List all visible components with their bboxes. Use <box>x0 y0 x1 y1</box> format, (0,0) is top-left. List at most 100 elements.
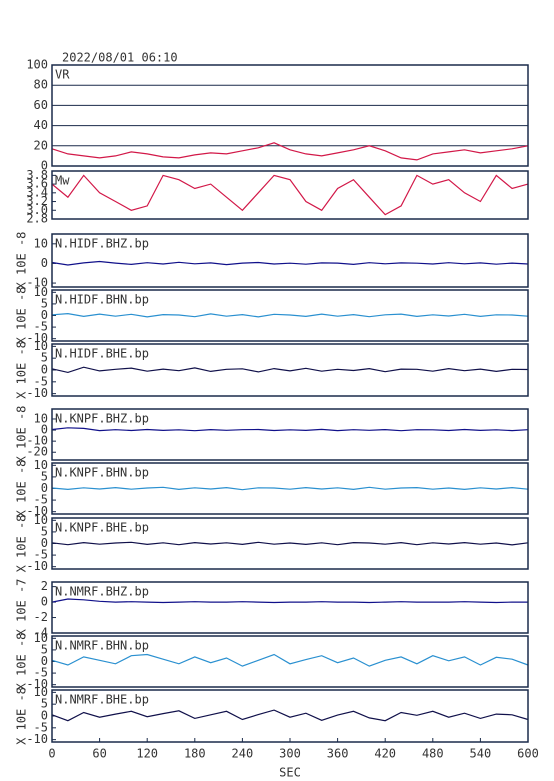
trace <box>51 142 529 161</box>
y-tick-label: 0 <box>41 709 48 723</box>
y-tick-label: -10 <box>26 434 48 448</box>
panel-label: N.NMRF.BHE.bp <box>55 693 149 707</box>
y-axis-label: X 10E -7 <box>15 579 29 637</box>
panel-frame <box>51 64 529 167</box>
y-axis-label: X 10E -8 <box>15 341 29 399</box>
panel-label: VR <box>55 68 70 82</box>
trace <box>51 312 529 318</box>
x-tick-label: 600 <box>517 747 539 761</box>
panel-label: N.KNPF.BHN.bp <box>55 466 149 480</box>
panel-frame <box>51 581 529 634</box>
x-tick-label: 540 <box>470 747 492 761</box>
y-tick-label: -4 <box>34 626 48 640</box>
x-tick-label: 240 <box>232 747 254 761</box>
x-tick-label: 60 <box>92 747 106 761</box>
y-tick-label: 0 <box>41 159 48 173</box>
x-tick-label: 180 <box>184 747 206 761</box>
trace <box>51 653 529 667</box>
panel-label: N.HIDF.BHZ.bp <box>55 237 149 251</box>
y-axis-label: X 10E -8 <box>15 287 29 345</box>
y-tick-label: 5 <box>41 642 48 656</box>
y-tick-label: -10 <box>26 677 48 691</box>
y-tick-label: -2 <box>34 610 48 624</box>
y-tick-label: 3.8 <box>26 168 48 182</box>
y-tick-label: 100 <box>26 58 48 72</box>
trace <box>51 427 529 432</box>
x-tick-label: 420 <box>374 747 396 761</box>
y-tick-label: 0 <box>41 308 48 322</box>
y-tick-label: 2.8 <box>26 212 48 226</box>
y-tick-label: 3.4 <box>26 185 48 199</box>
y-tick-label: -10 <box>26 559 48 573</box>
trace <box>51 486 529 491</box>
y-tick-label: 3.6 <box>26 177 48 191</box>
y-tick-label: 60 <box>34 98 48 112</box>
x-tick-label: 480 <box>422 747 444 761</box>
y-tick-label: 5 <box>41 524 48 538</box>
trace <box>51 366 529 374</box>
y-tick-label: 0 <box>41 595 48 609</box>
panel-frame <box>51 408 529 461</box>
y-tick-label: -10 <box>26 504 48 518</box>
panel-frame <box>51 517 529 570</box>
y-tick-label: 10 <box>34 411 48 425</box>
y-tick-label: -5 <box>34 493 48 507</box>
x-axis-label: SEC <box>279 766 301 780</box>
panel-frame <box>51 233 529 288</box>
y-tick-label: -5 <box>34 720 48 734</box>
y-tick-label: 0 <box>41 536 48 550</box>
y-tick-label: 0 <box>41 423 48 437</box>
y-tick-label: 5 <box>41 351 48 365</box>
y-tick-label: -10 <box>26 331 48 345</box>
x-tick-label: 0 <box>48 747 55 761</box>
panel-label: N.HIDF.BHE.bp <box>55 347 149 361</box>
x-tick-label: 300 <box>279 747 301 761</box>
panel-label: N.KNPF.BHZ.bp <box>55 412 149 426</box>
y-tick-label: 80 <box>34 78 48 92</box>
y-axis-label: X 10E -8 <box>15 515 29 573</box>
y-tick-label: 10 <box>34 513 48 527</box>
y-tick-label: 3.2 <box>26 194 48 208</box>
panel-frame <box>51 343 529 397</box>
y-axis-label: X 10E -8 <box>15 687 29 745</box>
y-tick-label: -10 <box>26 732 48 746</box>
panel-label: N.NMRF.BHZ.bp <box>55 585 149 599</box>
trace <box>51 541 529 546</box>
trace <box>51 174 529 216</box>
panel-label: N.NMRF.BHN.bp <box>55 639 149 653</box>
y-axis-label: X 10E -8 <box>15 460 29 518</box>
panel-frame <box>51 170 529 220</box>
y-axis-label: X 10E -8 <box>15 232 29 290</box>
trace <box>51 709 529 722</box>
y-tick-label: 10 <box>34 236 48 250</box>
y-tick-label: 10 <box>34 631 48 645</box>
panel-frame <box>51 635 529 688</box>
y-tick-label: 5 <box>41 697 48 711</box>
y-tick-label: -10 <box>26 276 48 290</box>
x-tick-label: 120 <box>136 747 158 761</box>
y-tick-label: 10 <box>34 458 48 472</box>
y-axis-label: X 10E -8 <box>15 633 29 691</box>
chart-title: 2022/08/01 06:10 <box>62 51 178 65</box>
y-tick-label: 10 <box>34 685 48 699</box>
y-tick-label: 20 <box>34 138 48 152</box>
y-tick-label: 0 <box>41 481 48 495</box>
x-tick-label: 360 <box>327 747 349 761</box>
y-tick-label: 10 <box>34 339 48 353</box>
y-axis-label: X 10E -8 <box>15 406 29 464</box>
y-tick-label: 5 <box>41 469 48 483</box>
y-tick-label: -10 <box>26 386 48 400</box>
y-tick-label: 3.0 <box>26 203 48 217</box>
panel-label: N.KNPF.BHE.bp <box>55 521 149 535</box>
y-tick-label: -5 <box>34 548 48 562</box>
y-tick-label: 40 <box>34 118 48 132</box>
trace <box>51 598 528 604</box>
panel-frame <box>51 289 529 342</box>
y-tick-label: 0 <box>41 363 48 377</box>
y-tick-label: 0 <box>41 256 48 270</box>
trace <box>51 260 529 266</box>
y-tick-label: 10 <box>34 285 48 299</box>
y-tick-label: -20 <box>26 445 48 459</box>
y-tick-label: -5 <box>34 666 48 680</box>
